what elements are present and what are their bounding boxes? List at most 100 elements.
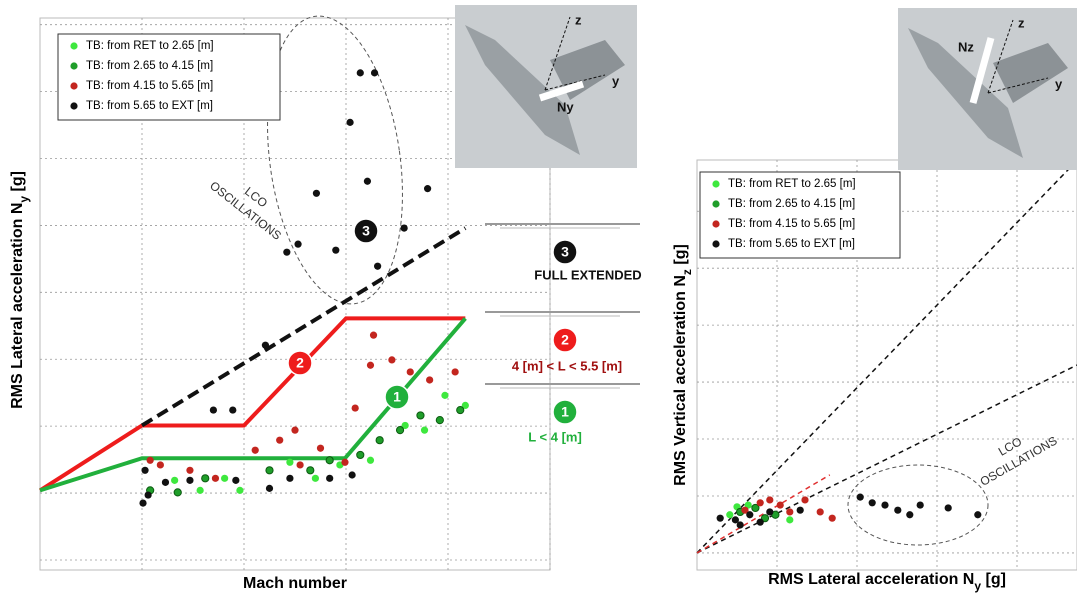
x-axis-label-part: RMS Lateral acceleration N [768,571,974,588]
legend-label: TB: from RET to 2.65 [m] [86,40,214,52]
data-point [974,511,981,518]
data-point [286,459,293,466]
legend-label: TB: from 5.65 to EXT [m] [728,238,855,250]
legend-marker [70,42,77,49]
data-point [186,467,193,474]
photo [455,5,637,168]
data-point [757,499,764,506]
data-point [139,499,146,506]
data-point [421,427,428,434]
photo-label: y [1055,76,1063,91]
photo-label: Ny [557,99,574,114]
data-point [917,501,924,508]
data-point [212,475,219,482]
data-point [349,471,356,478]
config-badge-label: 3 [561,244,569,260]
data-point [417,412,424,419]
data-point [283,249,290,256]
legend-marker [712,200,719,207]
data-point [407,368,414,375]
data-point [266,485,273,492]
data-point [307,467,314,474]
legend-marker [70,82,77,89]
data-point [221,475,228,482]
data-point [441,392,448,399]
config-badge-label: 2 [561,332,569,348]
data-point [313,190,320,197]
data-point [424,185,431,192]
data-point [317,445,324,452]
config-label: L < 4 [m] [528,429,582,444]
config-badge-label: 1 [561,404,569,420]
photo-label: z [1018,15,1025,30]
data-point [312,475,319,482]
legend-marker [712,180,719,187]
marker-label: 2 [296,355,304,371]
data-point [357,69,364,76]
data-point [388,356,395,363]
data-point [294,241,301,248]
data-point [797,507,804,514]
data-point [717,515,724,522]
data-point [371,69,378,76]
config-label: 4 [m] < L < 5.5 [m] [512,358,622,373]
y-axis-label-part: [g] [672,244,689,269]
photo-label: Nz [958,39,974,54]
data-point [297,461,304,468]
marker-label: 3 [362,223,370,239]
data-point [174,489,181,496]
data-point [346,119,353,126]
data-point [326,457,333,464]
y-axis-label: RMS Vertical acceleration Nz [g] [672,244,694,486]
x-axis-label: Mach number [243,575,347,592]
data-point [197,487,204,494]
photo-label: y [612,73,620,88]
data-point [906,511,913,518]
data-point [374,263,381,270]
legend-label: TB: from 4.15 to 5.65 [m] [86,80,213,92]
data-point [817,508,824,515]
data-point [357,451,364,458]
data-point [869,499,876,506]
legend-label: TB: from 2.65 to 4.15 [m] [728,198,855,210]
data-point [746,511,753,518]
figure: TB: from RET to 2.65 [m] TB: from 2.65 to… [0,0,1077,597]
data-point [286,475,293,482]
data-point [147,457,154,464]
data-point [186,477,193,484]
data-point [367,457,374,464]
data-point [376,437,383,444]
photo-label: z [575,12,582,27]
data-point [801,496,808,503]
data-point [291,427,298,434]
data-point [326,475,333,482]
legend-marker [712,240,719,247]
y-axis-label-part: RMS Lateral acceleration N [9,203,26,409]
data-point [457,406,464,413]
x-axis-label-part: [g] [981,571,1006,588]
data-point [157,461,164,468]
legend-label: TB: from 5.65 to EXT [m] [86,100,213,112]
data-point [145,491,152,498]
legend-marker [70,102,77,109]
data-point [341,459,348,466]
data-point [266,467,273,474]
y-axis-label-part: [g] [9,171,26,196]
data-point [352,404,359,411]
legend-label: TB: from RET to 2.65 [m] [728,178,856,190]
data-point [232,477,239,484]
data-point [452,368,459,375]
x-axis-label: RMS Lateral acceleration Ny [g] [768,571,1006,593]
data-point [436,417,443,424]
legend-marker [712,220,719,227]
data-point [229,406,236,413]
data-point [171,477,178,484]
data-point [236,487,243,494]
data-point [726,511,733,518]
data-point [367,362,374,369]
data-point [737,521,744,528]
data-point [757,519,764,526]
legend-label: TB: from 4.15 to 5.65 [m] [728,218,855,230]
data-point [332,247,339,254]
data-point [894,507,901,514]
